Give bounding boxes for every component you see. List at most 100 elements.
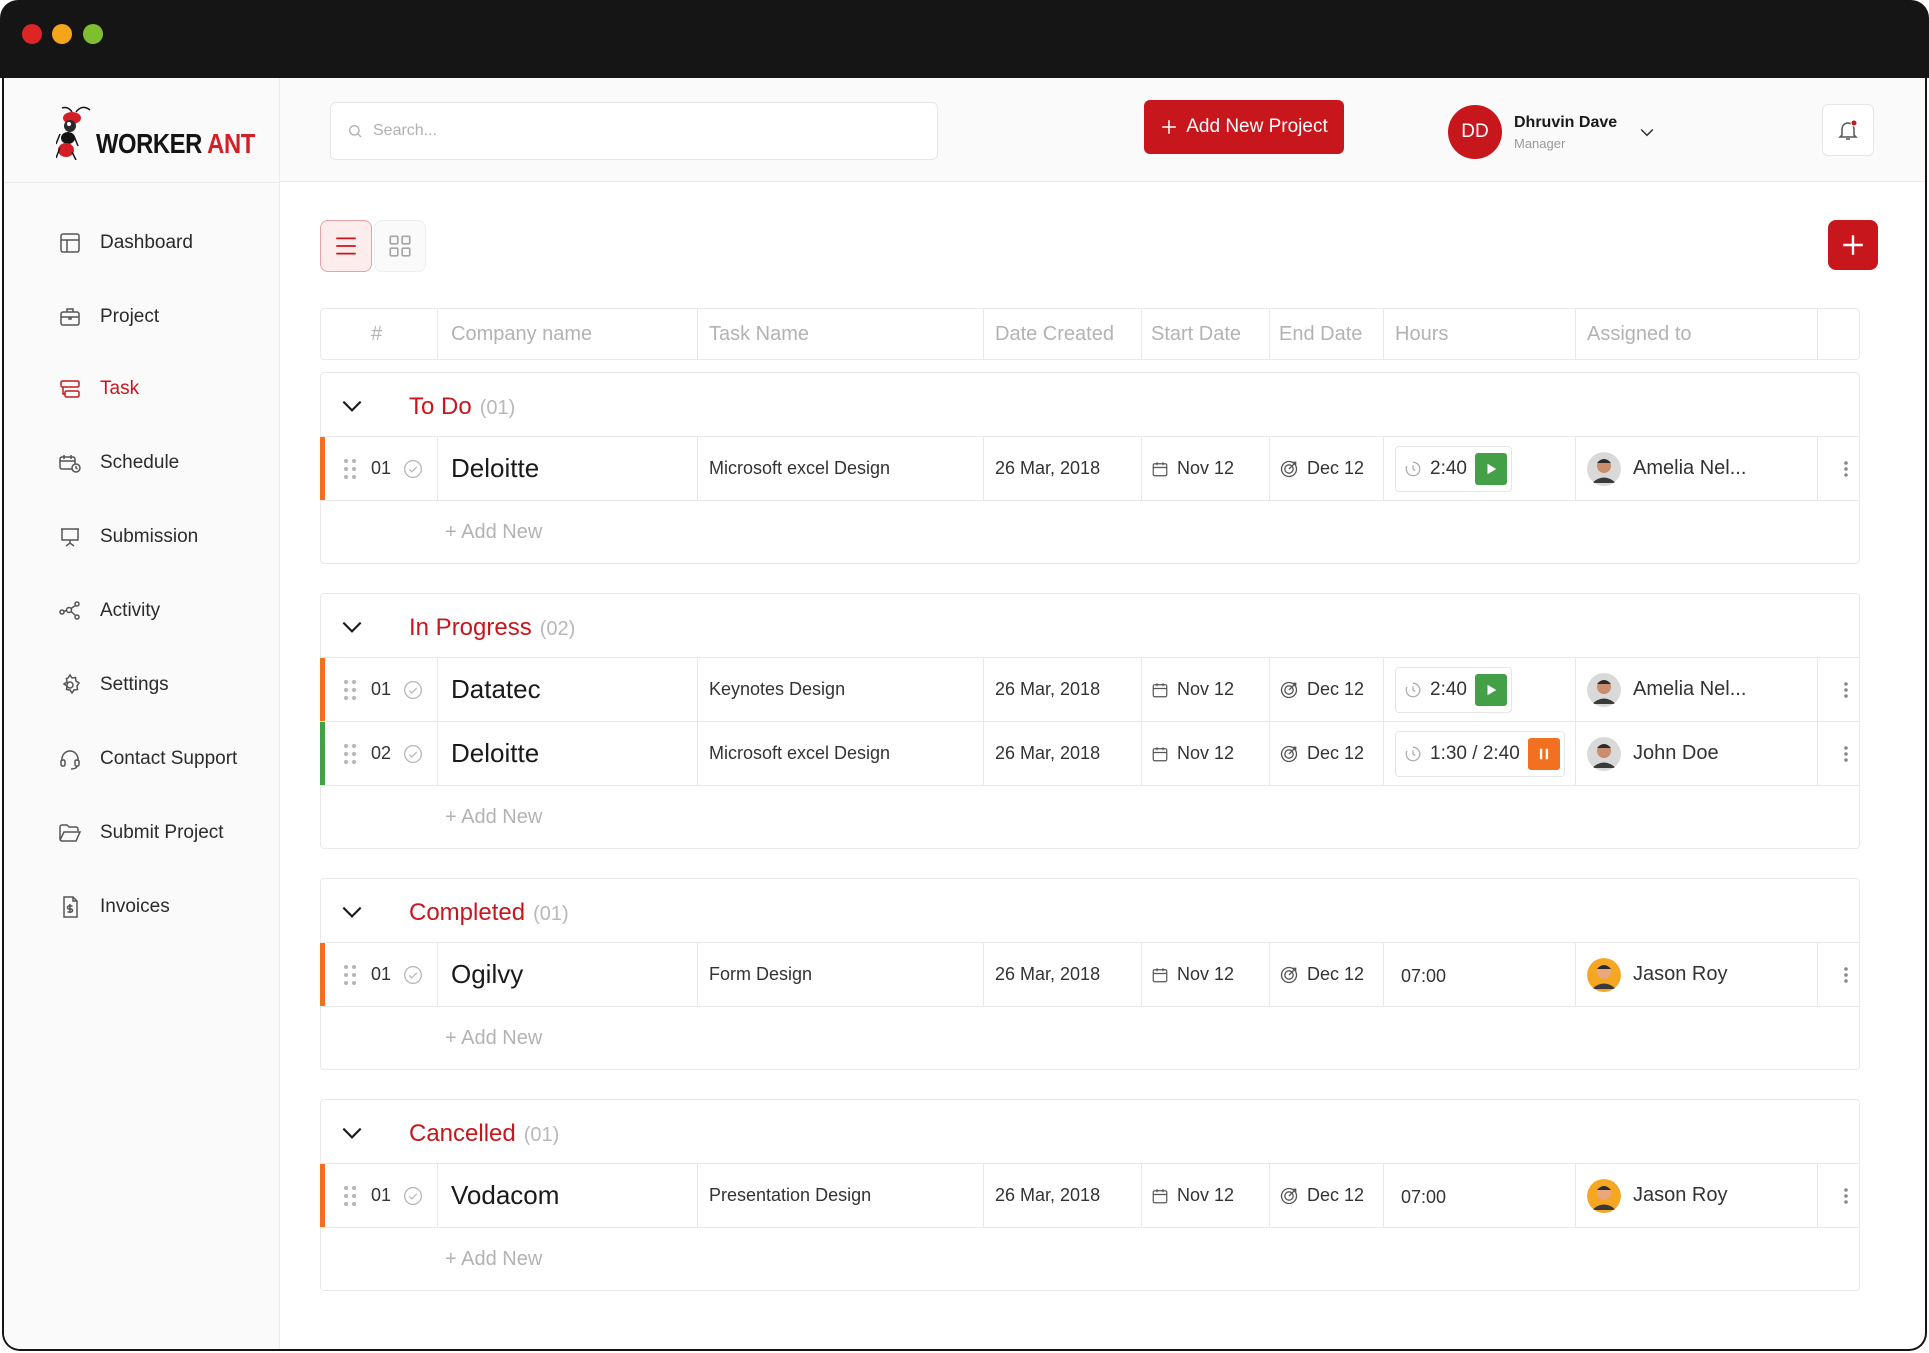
company-name[interactable]: Datatec xyxy=(451,674,541,704)
user-menu[interactable]: DD Dhruvin Dave Manager xyxy=(1448,104,1657,160)
chevron-down-icon[interactable] xyxy=(339,899,365,925)
sidebar-item-task[interactable]: Task xyxy=(58,374,139,404)
hours-value: 2:40 xyxy=(1430,457,1467,479)
chevron-down-icon[interactable] xyxy=(339,1120,365,1146)
date-created: 26 Mar, 2018 xyxy=(995,458,1101,478)
table-row[interactable]: 01 Vodacom Presentation Design 26 Mar, 2018… xyxy=(320,1164,1859,1228)
drag-handle-icon xyxy=(344,1185,356,1206)
row-actions-button[interactable] xyxy=(1843,943,1849,1006)
drag-handle[interactable] xyxy=(343,1164,357,1227)
task-group: In Progress (02) 01 Datatec Keynotes Design 2… xyxy=(320,593,1860,849)
task-name[interactable]: Presentation Design xyxy=(709,1185,872,1205)
company-name[interactable]: Deloitte xyxy=(451,738,540,768)
user-role: Manager xyxy=(1514,135,1566,151)
assignee[interactable]: Jason Roy xyxy=(1587,1164,1728,1227)
column-header[interactable]: End Date xyxy=(1279,322,1363,345)
app-logo[interactable]: WORKER ANT xyxy=(56,104,255,160)
drag-handle[interactable] xyxy=(343,722,357,785)
list-view-toggle[interactable] xyxy=(320,220,372,272)
company-name[interactable]: Vodacom xyxy=(451,1180,560,1210)
add-new-row-button[interactable]: + Add New xyxy=(445,1027,543,1049)
assignee-avatar xyxy=(1587,957,1621,992)
column-header[interactable]: Task Name xyxy=(709,322,810,345)
notifications-button[interactable] xyxy=(1822,104,1874,156)
complete-checkbox[interactable] xyxy=(403,722,423,785)
drag-handle[interactable] xyxy=(343,943,357,1006)
company-name[interactable]: Ogilvy xyxy=(451,959,524,989)
company-name[interactable]: Deloitte xyxy=(451,453,540,483)
column-header[interactable]: Assigned to xyxy=(1587,322,1692,345)
row-actions-button[interactable] xyxy=(1843,658,1849,721)
sidebar-item-invoices[interactable]: Invoices xyxy=(58,892,170,922)
column-header: # xyxy=(371,322,383,345)
more-vertical-icon xyxy=(1844,745,1848,762)
window-close-button[interactable] xyxy=(22,24,42,44)
add-new-row-button[interactable]: + Add New xyxy=(445,806,543,828)
column-header[interactable]: Start Date xyxy=(1151,322,1242,345)
table-row[interactable]: 02 Deloitte Microsoft excel Design 26 Mar, … xyxy=(320,722,1859,786)
more-vertical-icon xyxy=(1844,1187,1848,1204)
task-name[interactable]: Microsoft excel Design xyxy=(709,743,891,763)
column-header[interactable]: Company name xyxy=(451,322,593,345)
window-maximize-button[interactable] xyxy=(83,24,103,44)
assignee[interactable]: Jason Roy xyxy=(1587,943,1728,1006)
column-header[interactable]: Hours xyxy=(1395,322,1449,345)
assignee[interactable]: Amelia Nel... xyxy=(1587,658,1746,721)
more-vertical-icon xyxy=(1844,966,1848,983)
play-button[interactable] xyxy=(1474,673,1507,706)
assignee[interactable]: Amelia Nel... xyxy=(1587,437,1746,500)
task-name[interactable]: Form Design xyxy=(709,964,813,984)
task-name[interactable]: Keynotes Design xyxy=(709,679,846,699)
end-date: Dec 12 xyxy=(1307,743,1365,763)
pause-button[interactable] xyxy=(1527,737,1560,770)
plus-icon xyxy=(1843,235,1863,255)
grid-view-toggle[interactable] xyxy=(374,220,426,272)
search-input[interactable] xyxy=(373,122,913,140)
search-bar[interactable] xyxy=(330,102,938,160)
chevron-down-icon[interactable] xyxy=(339,393,365,419)
window-minimize-button[interactable] xyxy=(52,24,72,44)
drag-handle[interactable] xyxy=(343,437,357,500)
table-row[interactable]: 01 Ogilvy Form Design 26 Mar, 2018 Nov 12 Dec… xyxy=(320,943,1859,1007)
sidebar-item-submission[interactable]: Submission xyxy=(58,522,198,552)
add-new-row-button[interactable]: + Add New xyxy=(445,1248,543,1270)
more-vertical-icon xyxy=(1844,681,1848,698)
complete-checkbox[interactable] xyxy=(403,943,423,1006)
sidebar-item-submit-project[interactable]: Submit Project xyxy=(58,818,224,848)
complete-checkbox[interactable] xyxy=(403,437,423,500)
row-index: 01 xyxy=(371,679,392,699)
end-date: Dec 12 xyxy=(1307,964,1365,984)
start-date: Nov 12 xyxy=(1177,458,1235,478)
drag-handle[interactable] xyxy=(343,658,357,721)
sidebar-item-settings[interactable]: Settings xyxy=(58,670,169,700)
chevron-down-icon[interactable] xyxy=(339,614,365,640)
sidebar-item-project[interactable]: Project xyxy=(58,302,159,332)
group-count: (01) xyxy=(523,1124,560,1146)
complete-checkbox[interactable] xyxy=(403,658,423,721)
column-header[interactable]: Date Created xyxy=(995,322,1114,345)
sidebar-item-activity[interactable]: Activity xyxy=(58,596,160,626)
add-task-button[interactable] xyxy=(1828,220,1878,270)
status-accent xyxy=(320,658,325,721)
add-new-project-button[interactable]: Add New Project xyxy=(1144,100,1344,154)
table-row[interactable]: 01 Datatec Keynotes Design 26 Mar, 2018 Nov … xyxy=(320,658,1859,722)
add-new-row-button[interactable]: + Add New xyxy=(445,521,543,543)
sidebar-item-schedule[interactable]: Schedule xyxy=(58,448,179,478)
gear-icon xyxy=(62,673,81,695)
group-count: (02) xyxy=(539,618,576,640)
hours-value: 2:40 xyxy=(1430,678,1467,700)
play-button[interactable] xyxy=(1474,452,1507,485)
sidebar-item-contact-support[interactable]: Contact Support xyxy=(58,744,237,774)
complete-checkbox[interactable] xyxy=(403,1164,423,1227)
table-row[interactable]: 01 Deloitte Microsoft excel Design 26 Mar, … xyxy=(320,437,1859,501)
row-actions-button[interactable] xyxy=(1843,1164,1849,1227)
assignee[interactable]: John Doe xyxy=(1587,722,1719,785)
check-circle-icon xyxy=(404,680,422,699)
group-header: To Do (01) xyxy=(321,373,1859,437)
start-date: Nov 12 xyxy=(1177,1185,1235,1205)
row-actions-button[interactable] xyxy=(1843,437,1849,500)
task-name[interactable]: Microsoft excel Design xyxy=(709,458,891,478)
row-actions-button[interactable] xyxy=(1843,722,1849,785)
schedule-icon xyxy=(59,455,81,473)
sidebar-item-dashboard[interactable]: Dashboard xyxy=(58,228,193,258)
